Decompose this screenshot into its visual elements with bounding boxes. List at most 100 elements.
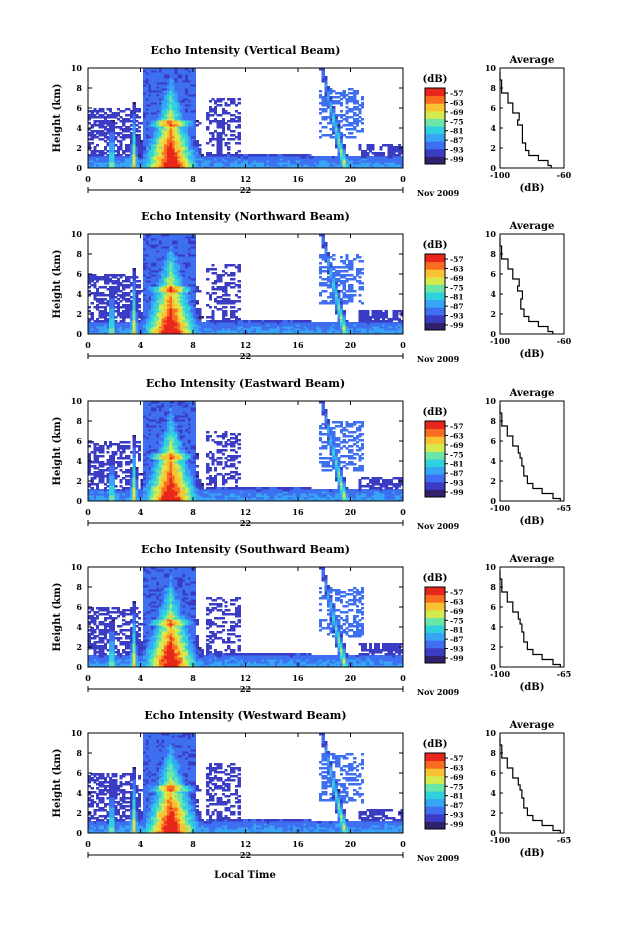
heatmap-cell <box>153 310 157 313</box>
heatmap-cell <box>190 242 194 245</box>
heatmap-cell <box>174 240 178 243</box>
heatmap-cell <box>153 298 157 301</box>
heatmap-cell <box>258 160 262 163</box>
heatmap-cell <box>161 100 165 103</box>
heatmap-cell <box>174 332 178 335</box>
heatmap-cell <box>214 292 218 295</box>
heatmap-cell <box>193 272 197 275</box>
heatmap-cell <box>219 320 223 323</box>
heatmap-cell <box>397 150 401 153</box>
heatmap-cell <box>185 152 189 155</box>
heatmap-cell <box>347 116 352 119</box>
heatmap-cell <box>153 260 157 263</box>
heatmap-cell <box>185 318 189 321</box>
heatmap-cell <box>164 314 168 317</box>
heatmap-cell <box>164 84 168 87</box>
heatmap-cell <box>114 274 118 277</box>
heatmap-cell <box>337 306 341 309</box>
heatmap-cell <box>284 330 289 333</box>
heatmap-cell <box>253 332 257 335</box>
heatmap-cell <box>221 122 226 125</box>
heatmap-cell <box>347 298 352 301</box>
heatmap-cell <box>114 154 118 157</box>
heatmap-cell <box>185 118 189 121</box>
heatmap-cell <box>376 164 380 167</box>
heatmap-cell <box>350 110 354 113</box>
heatmap-cell <box>219 98 223 101</box>
heatmap-cell <box>195 316 199 319</box>
heatmap-cell <box>148 158 152 161</box>
heatmap-cell <box>358 146 362 149</box>
heatmap-cell <box>148 316 152 319</box>
heatmap-cell <box>130 158 134 161</box>
heatmap-cell <box>319 160 323 163</box>
heatmap-cell <box>303 160 307 163</box>
heatmap-cell <box>282 320 286 323</box>
heatmap-cell <box>132 276 136 279</box>
heatmap-cell <box>151 116 155 119</box>
heatmap-cell <box>185 332 189 335</box>
heatmap-cell <box>395 146 399 149</box>
heatmap-cell <box>216 158 220 161</box>
heatmap-cell <box>156 314 160 317</box>
heatmap-cell <box>145 302 149 305</box>
heatmap-cell <box>98 312 102 315</box>
heatmap-cell <box>109 128 113 131</box>
heatmap-cell <box>379 322 383 325</box>
heatmap-cell <box>166 294 170 297</box>
heatmap-cell <box>145 154 149 157</box>
heatmap-cell <box>169 234 173 237</box>
heatmap-cell <box>290 154 294 157</box>
heatmap-cell <box>90 166 94 169</box>
heatmap-cell <box>151 314 155 317</box>
heatmap-cell <box>111 306 115 309</box>
heatmap-cell <box>153 234 157 237</box>
heatmap-cell <box>250 156 254 159</box>
heatmap-cell <box>106 302 110 305</box>
heatmap-cell <box>132 286 136 289</box>
heatmap-cell <box>187 258 191 261</box>
heatmap-cell <box>151 248 155 251</box>
heatmap-cell <box>187 306 191 309</box>
heatmap-cell <box>88 164 92 167</box>
heatmap-cell <box>143 130 147 133</box>
heatmap-cell <box>284 320 289 323</box>
heatmap-cell <box>214 272 218 275</box>
heatmap-cell <box>132 290 136 293</box>
heatmap-cell <box>137 138 142 141</box>
heatmap-cell <box>156 146 160 149</box>
heatmap-cell <box>140 320 144 323</box>
heatmap-cell <box>156 116 160 119</box>
heatmap-cell <box>240 158 244 161</box>
heatmap-cell <box>193 286 197 289</box>
heatmap-cell <box>90 110 94 113</box>
heatmap-cell <box>88 320 92 323</box>
heatmap-cell <box>88 162 92 165</box>
heatmap-cell <box>334 130 338 133</box>
heatmap-cell <box>124 130 128 133</box>
heatmap-cell <box>371 312 375 315</box>
heatmap-cell <box>122 324 126 327</box>
heatmap-cell <box>193 296 197 299</box>
heatmap-cell <box>158 308 163 311</box>
heatmap-cell <box>101 158 105 161</box>
heatmap-cell <box>114 132 118 135</box>
heatmap-cell <box>324 90 328 93</box>
heatmap-cell <box>185 272 189 275</box>
heatmap-cell <box>185 140 189 143</box>
heatmap-cell <box>190 244 194 247</box>
heatmap-cell <box>219 138 223 141</box>
heatmap-cell <box>145 70 149 73</box>
heatmap-cell <box>350 296 354 299</box>
heatmap-cell <box>177 78 181 81</box>
heatmap-cell <box>368 316 373 319</box>
heatmap-cell <box>219 120 223 123</box>
heatmap-cell <box>324 92 328 95</box>
heatmap-cell <box>153 282 157 285</box>
heatmap-cell <box>382 320 386 323</box>
heatmap-cell <box>111 282 115 285</box>
heatmap-cell <box>106 326 110 329</box>
heatmap-cell <box>172 234 176 237</box>
heatmap-cell <box>130 152 134 155</box>
heatmap-cell <box>166 280 170 283</box>
